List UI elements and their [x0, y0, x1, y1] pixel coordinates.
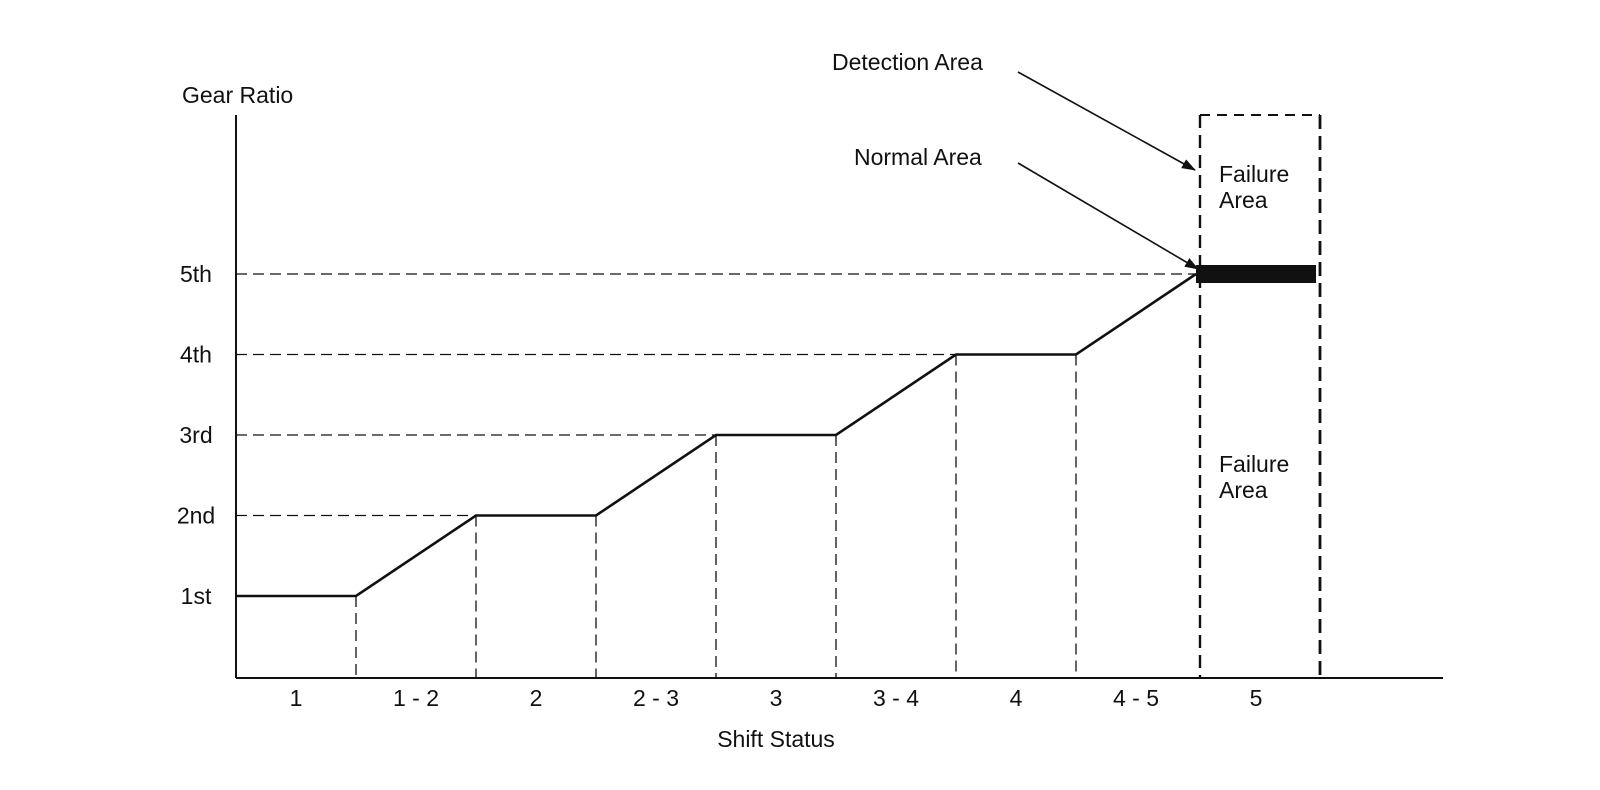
normal-area-band [1196, 265, 1316, 283]
failure-area-upper-line2: Area [1219, 187, 1268, 213]
normal-area-label: Normal Area [854, 144, 982, 170]
x-tick-2: 1 - 2 [393, 685, 439, 711]
x-tick-3: 2 [530, 685, 543, 711]
detection-area-label: Detection Area [832, 49, 983, 75]
y-tick-2nd: 2nd [177, 503, 215, 529]
x-tick-6: 3 - 4 [873, 685, 919, 711]
detection-area-arrow [1017, 71, 1196, 171]
gear-ratio-line [236, 272, 1197, 598]
y-tick-4th: 4th [180, 342, 212, 368]
x-tick-9: 5 [1250, 685, 1263, 711]
x-tick-5: 3 [770, 685, 783, 711]
failure-area-upper-line1: Failure [1219, 161, 1289, 187]
failure-area-lower-line1: Failure [1219, 451, 1289, 477]
y-axis-title: Gear Ratio [182, 82, 293, 108]
x-axis-title: Shift Status [717, 726, 835, 752]
failure-area-lower-line2: Area [1219, 477, 1268, 503]
x-tick-1: 1 [290, 685, 303, 711]
y-tick-1st: 1st [181, 583, 212, 609]
y-tick-3rd: 3rd [179, 422, 212, 448]
normal-area-arrow [1017, 162, 1199, 270]
x-tick-8: 4 - 5 [1113, 685, 1159, 711]
y-tick-5th: 5th [180, 261, 212, 287]
x-tick-7: 4 [1010, 685, 1023, 711]
x-tick-4: 2 - 3 [633, 685, 679, 711]
chart-marks: 1st 2nd 3rd 4th 5th 1 1 - 2 2 2 - 3 3 3 - 4 4 4 - 5 5 [177, 261, 1316, 711]
